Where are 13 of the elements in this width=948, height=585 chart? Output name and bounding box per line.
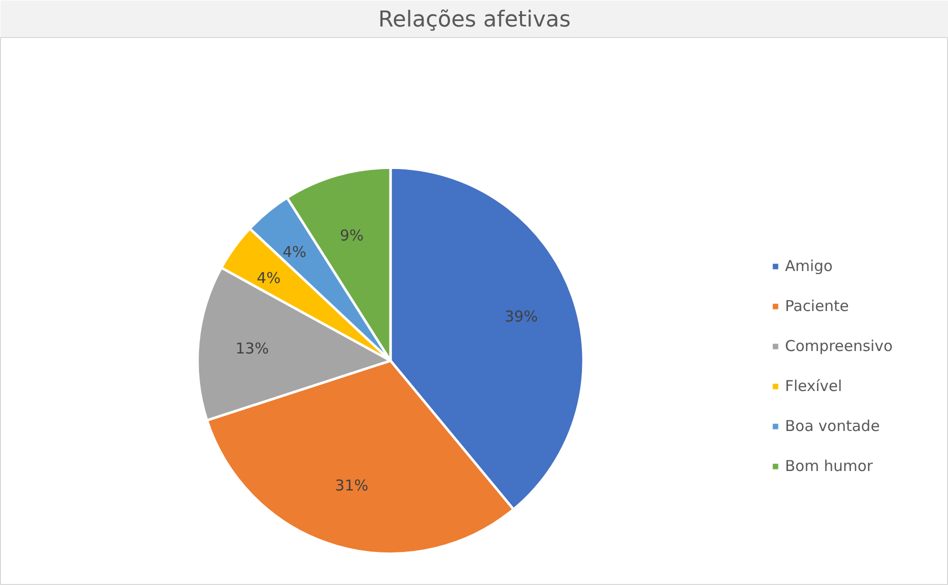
data-label: 9% — [340, 226, 364, 245]
legend-label: Bom humor — [785, 457, 873, 475]
data-label: 4% — [282, 243, 306, 262]
data-label: 39% — [504, 308, 538, 326]
data-label: 31% — [335, 476, 368, 495]
legend-label: Boa vontade — [785, 417, 880, 435]
data-label: 13% — [235, 339, 269, 358]
data-label: 4% — [256, 268, 281, 287]
chart-title: Relações afetivas — [378, 8, 571, 32]
legend-label: Paciente — [785, 297, 849, 315]
legend-label: Amigo — [785, 257, 833, 275]
legend-label: Compreensivo — [785, 337, 893, 355]
legend-label: Flexível — [785, 377, 842, 395]
